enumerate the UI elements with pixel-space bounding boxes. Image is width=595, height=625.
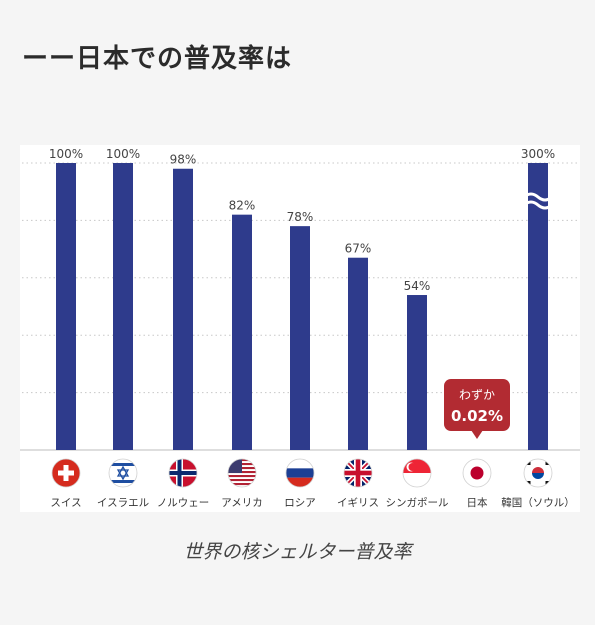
category-label: ノルウェー bbox=[157, 497, 210, 509]
callout-pointer bbox=[471, 430, 483, 439]
axis-break-mark bbox=[523, 192, 553, 202]
callout-line1: わずか bbox=[459, 388, 495, 402]
korea-flag-icon bbox=[524, 459, 552, 487]
flag-outline bbox=[523, 458, 553, 488]
category-label: シンガポール bbox=[386, 497, 449, 509]
flag-outline bbox=[168, 458, 198, 488]
bar bbox=[56, 163, 76, 450]
uk-flag-icon bbox=[344, 459, 372, 487]
chart-caption: 世界の核シェルター普及率 bbox=[183, 541, 412, 563]
bar bbox=[348, 257, 368, 450]
bar bbox=[290, 226, 310, 450]
flag-outline bbox=[462, 458, 492, 488]
switzerland-flag-icon bbox=[52, 459, 80, 487]
data-label: 82% bbox=[229, 199, 256, 213]
bar bbox=[173, 168, 193, 451]
usa-flag-icon bbox=[228, 459, 256, 487]
flag-outline bbox=[343, 458, 373, 488]
bar bbox=[407, 295, 427, 450]
data-label: 78% bbox=[287, 210, 314, 224]
flag-outline bbox=[108, 458, 138, 488]
flag-outline bbox=[227, 458, 257, 488]
flag-outline bbox=[285, 458, 315, 488]
data-label: 67% bbox=[345, 242, 372, 256]
data-label: 300% bbox=[521, 147, 555, 161]
category-label: 韓国（ソウル） bbox=[501, 497, 575, 509]
singapore-flag-icon bbox=[403, 459, 431, 487]
bar-chart: 100% スイス 100% イスラエル 98% ノルウェー 82% アメリカ 78% ロシア 67%… bbox=[20, 147, 580, 509]
russia-flag-icon bbox=[286, 459, 314, 487]
japan-flag-icon bbox=[463, 459, 491, 487]
axis-break-mark bbox=[523, 200, 553, 210]
flag-outline bbox=[51, 458, 81, 488]
bar bbox=[232, 214, 252, 450]
page-heading: ーー日本での普及率は bbox=[22, 44, 293, 74]
data-label: 98% bbox=[170, 153, 197, 167]
category-label: アメリカ bbox=[221, 497, 262, 509]
data-label: 54% bbox=[404, 279, 431, 293]
category-label: スイス bbox=[50, 497, 81, 509]
category-label: イスラエル bbox=[97, 497, 149, 509]
category-label: ロシア bbox=[284, 497, 316, 509]
category-label: 日本 bbox=[467, 496, 488, 509]
callout-line2: 0.02% bbox=[451, 407, 503, 425]
annotation-callout: わずか 0.02% bbox=[444, 379, 510, 439]
callout-box bbox=[444, 379, 510, 431]
bar bbox=[528, 163, 548, 450]
chart-panel: 100% スイス 100% イスラエル 98% ノルウェー 82% アメリカ 78% ロシア 67%… bbox=[20, 145, 580, 512]
bar bbox=[113, 163, 133, 450]
israel-flag-icon bbox=[109, 459, 137, 487]
norway-flag-icon bbox=[169, 459, 197, 487]
flag-outline bbox=[402, 458, 432, 488]
category-label: イギリス bbox=[337, 497, 379, 509]
data-label: 100% bbox=[49, 147, 83, 161]
data-label: 100% bbox=[106, 147, 140, 161]
